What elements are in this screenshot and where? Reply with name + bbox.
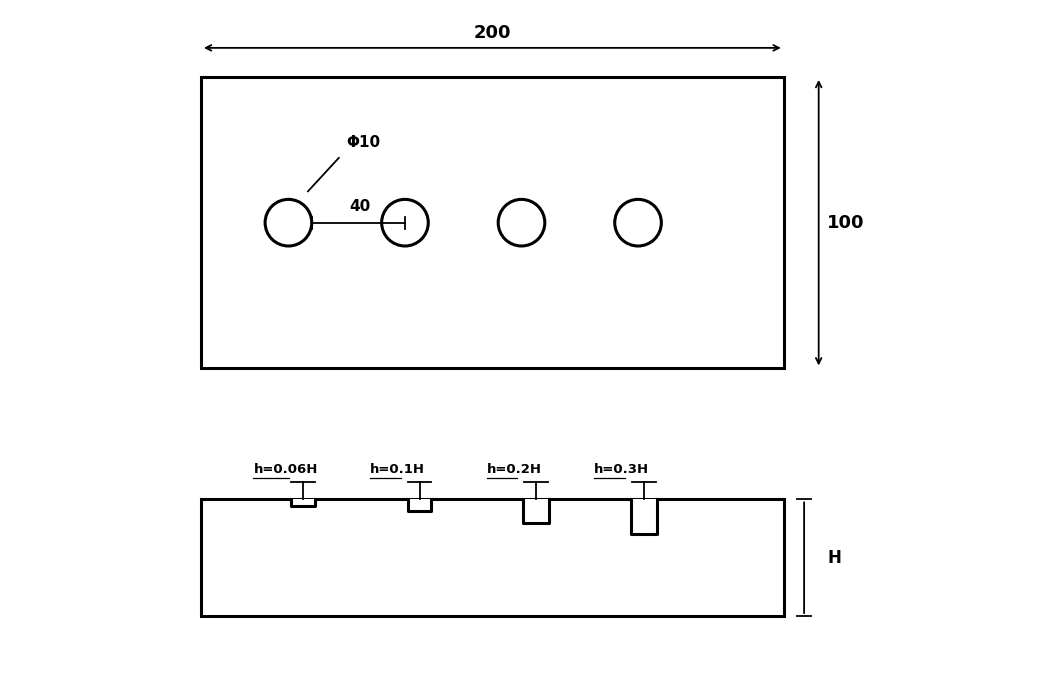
Circle shape bbox=[614, 200, 661, 246]
Text: h=0.3H: h=0.3H bbox=[595, 463, 650, 476]
Text: h=0.06H: h=0.06H bbox=[253, 463, 318, 476]
Text: Φ10: Φ10 bbox=[346, 135, 381, 150]
Bar bbox=[631, 500, 657, 534]
Text: 100: 100 bbox=[827, 213, 865, 231]
Text: H: H bbox=[827, 549, 842, 567]
Circle shape bbox=[265, 200, 312, 246]
Bar bbox=[201, 77, 783, 369]
Circle shape bbox=[499, 200, 544, 246]
Text: h=0.1H: h=0.1H bbox=[370, 463, 425, 476]
Bar bbox=[523, 500, 550, 523]
Text: h=0.2H: h=0.2H bbox=[486, 463, 541, 476]
Text: 200: 200 bbox=[474, 24, 511, 42]
Bar bbox=[201, 500, 783, 616]
Bar bbox=[291, 500, 315, 507]
Circle shape bbox=[382, 200, 429, 246]
Text: 40: 40 bbox=[349, 199, 371, 214]
Bar bbox=[408, 500, 431, 511]
